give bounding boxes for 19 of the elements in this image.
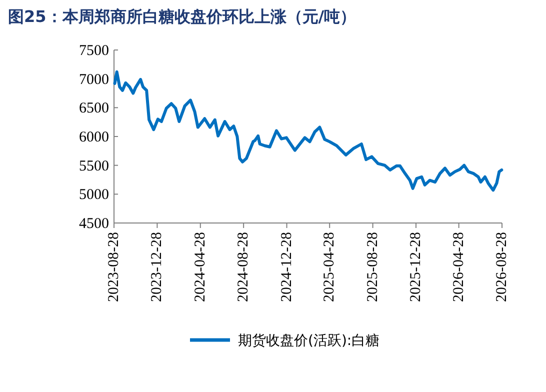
x-tick-label: 2023-12-28 — [149, 232, 166, 302]
y-tick-label: 6000 — [79, 130, 109, 146]
x-tick-label: 2024-08-28 — [236, 232, 252, 302]
x-tick-label: 2025-12-28 — [408, 232, 424, 302]
x-tick-label: 2025-04-28 — [322, 232, 338, 302]
y-tick-label: 7500 — [79, 43, 109, 59]
y-tick-label: 5000 — [79, 187, 109, 204]
x-tick-label: 2023-08-28 — [106, 232, 122, 302]
x-tick-label: 2026-08-28 — [494, 232, 510, 302]
y-tick-label: 7000 — [79, 72, 109, 88]
legend-label: 期货收盘价(活跃):白糖 — [238, 333, 380, 349]
chart-title: 图25：本周郑商所白糖收盘价环比上涨（元/吨） — [8, 7, 356, 26]
x-tick-label: 2024-04-28 — [192, 232, 208, 302]
y-tick-label: 6500 — [79, 100, 109, 117]
y-tick-label: 4500 — [79, 216, 109, 232]
x-tick-label: 2024-12-28 — [278, 232, 295, 302]
x-tick-label: 2026-04-28 — [450, 232, 467, 302]
x-tick-label: 2025-08-28 — [364, 232, 381, 302]
y-tick-label: 5500 — [79, 158, 109, 174]
